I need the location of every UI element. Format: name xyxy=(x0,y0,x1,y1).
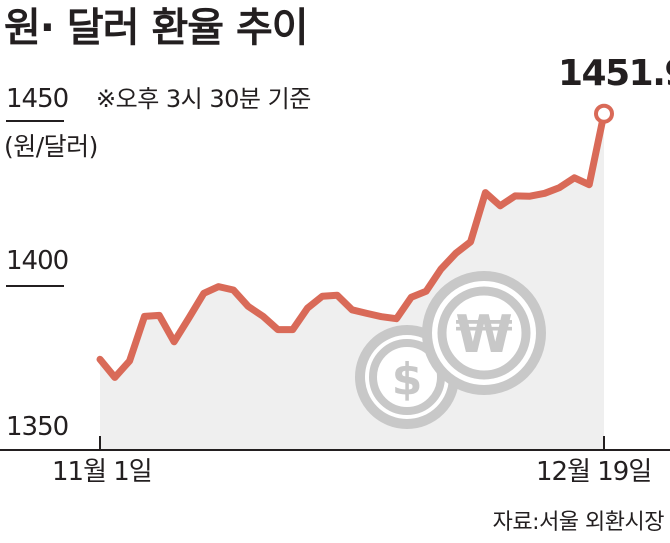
y-axis-unit: (원/달러) xyxy=(4,132,98,161)
y-tick-line-1400 xyxy=(6,285,64,287)
y-tick-1450: 1450 xyxy=(6,84,69,114)
y-tick-line-1450 xyxy=(6,120,64,122)
area-fill xyxy=(100,113,604,450)
svg-text:₩: ₩ xyxy=(455,305,512,365)
source-note: 자료:서울 외환시장 xyxy=(492,510,665,535)
won-coin-icon: ₩ xyxy=(422,271,546,395)
last-value-label: 1451.9 xyxy=(558,53,670,94)
svg-text:$: $ xyxy=(392,354,423,405)
time-note: ※오후 3시 30분 기준 xyxy=(96,85,311,113)
x-label-start: 11월 1일 xyxy=(52,457,153,487)
y-tick-1350: 1350 xyxy=(6,412,69,442)
x-label-end: 12월 19일 xyxy=(536,457,652,487)
series-line xyxy=(96,110,608,381)
last-point-marker xyxy=(594,103,614,124)
y-tick-1400: 1400 xyxy=(6,246,69,276)
chart-title: 원· 달러 환율 추이 xyxy=(4,5,309,51)
